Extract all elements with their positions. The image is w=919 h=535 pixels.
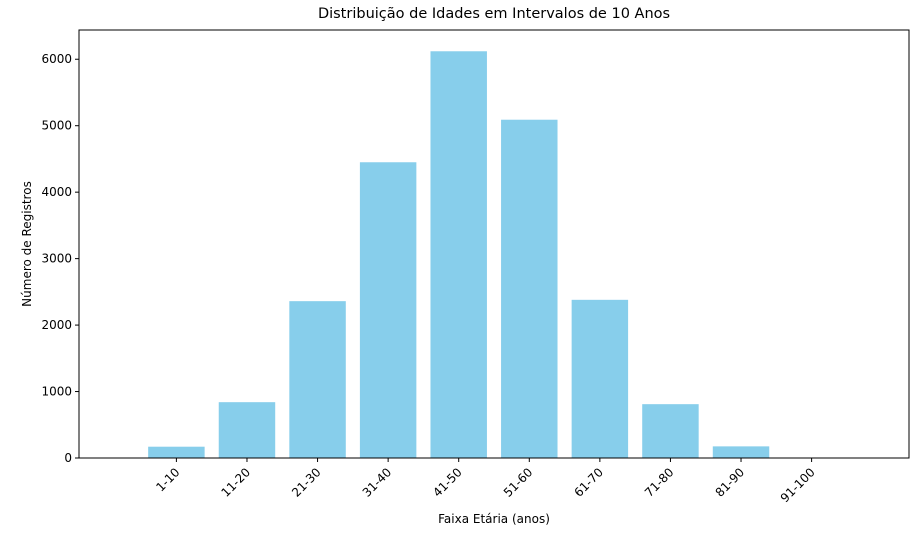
x-tick-label: 71-80 bbox=[642, 465, 677, 500]
x-axis: 1-10 11-20 21-30 31-40 41-50 51-60 61-70 71-80 8… bbox=[153, 458, 818, 505]
x-tick-label: 1-10 bbox=[153, 465, 182, 494]
x-axis-label: Faixa Etária (anos) bbox=[438, 512, 550, 526]
y-tick-label: 4000 bbox=[41, 185, 72, 199]
x-tick-label: 51-60 bbox=[501, 465, 536, 500]
x-tick-label: 81-90 bbox=[713, 465, 748, 500]
y-axis: 0 1000 2000 3000 4000 5000 6000 bbox=[41, 52, 79, 465]
bar-21-30 bbox=[289, 301, 346, 458]
y-tick-label: 3000 bbox=[41, 252, 72, 266]
y-tick-label: 0 bbox=[64, 451, 72, 465]
chart-title: Distribuição de Idades em Intervalos de … bbox=[318, 6, 670, 22]
x-tick-label: 21-30 bbox=[289, 465, 324, 500]
plot-frame bbox=[78, 29, 910, 459]
bar-41-50 bbox=[430, 51, 487, 458]
x-tick-label: 31-40 bbox=[360, 465, 395, 500]
x-tick-label: 61-70 bbox=[571, 465, 606, 500]
x-tick-label: 91-100 bbox=[778, 465, 818, 505]
y-tick-label: 5000 bbox=[41, 119, 72, 133]
bars-group bbox=[148, 51, 840, 459]
y-tick-label: 6000 bbox=[41, 52, 72, 66]
bar-31-40 bbox=[359, 162, 417, 459]
bar-11-20 bbox=[218, 402, 276, 458]
bar-71-80 bbox=[642, 404, 699, 458]
bar-61-70 bbox=[571, 299, 629, 458]
bar-51-60 bbox=[501, 119, 558, 459]
y-tick-label: 2000 bbox=[41, 318, 72, 332]
x-tick-label: 11-20 bbox=[219, 465, 254, 500]
y-axis-label: Número de Registros bbox=[20, 181, 34, 307]
y-tick-label: 1000 bbox=[41, 385, 72, 399]
x-tick-label: 41-50 bbox=[430, 465, 465, 500]
bar-81-90 bbox=[712, 446, 770, 458]
bar-1-10 bbox=[148, 446, 205, 458]
